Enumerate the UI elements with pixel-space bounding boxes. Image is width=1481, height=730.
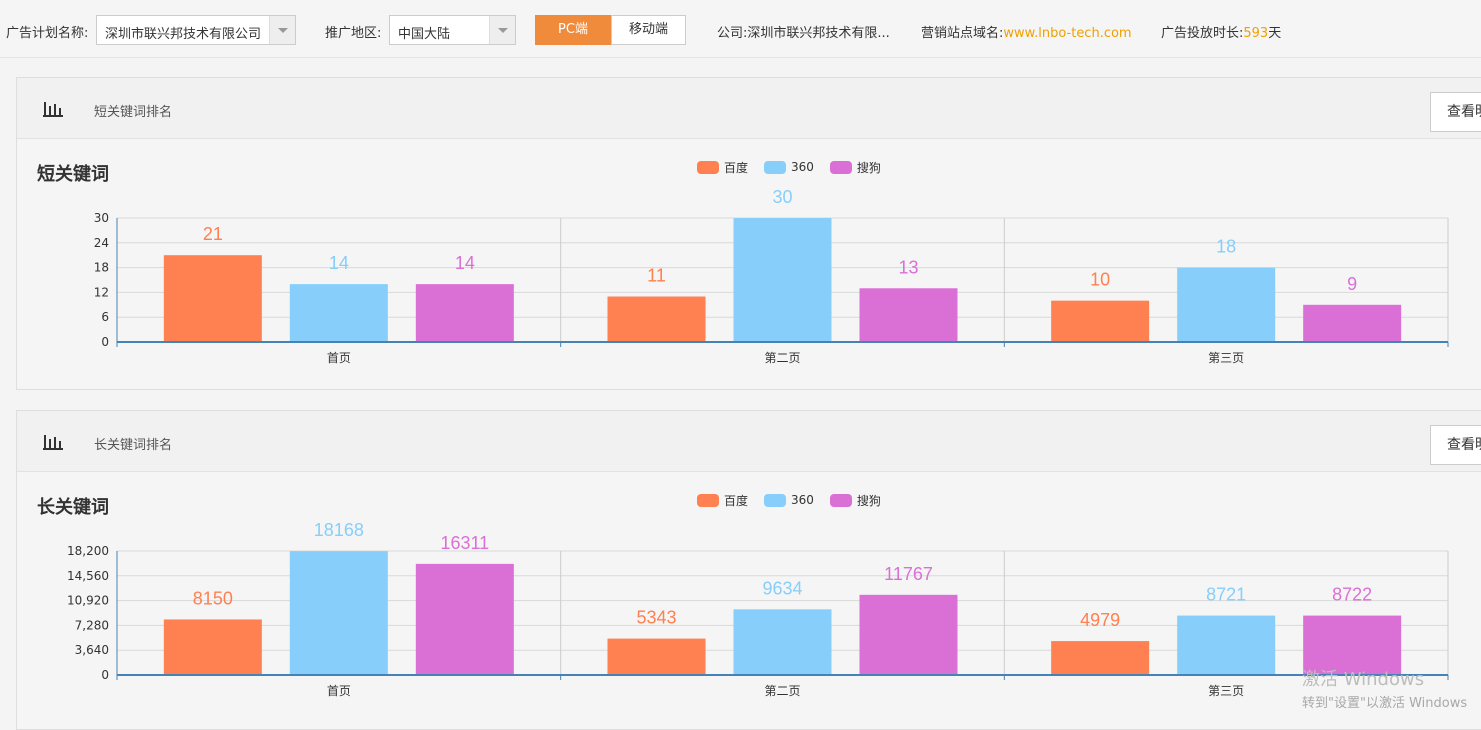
company-label: 公司:	[717, 26, 747, 41]
bar	[416, 284, 514, 342]
x-tick-label: 第三页	[1208, 351, 1244, 365]
data-label: 8722	[1332, 585, 1372, 605]
bar	[290, 551, 388, 675]
duration-value: 593	[1243, 26, 1268, 41]
data-label: 13	[898, 257, 918, 277]
bar	[290, 284, 388, 342]
y-tick-label: 10,920	[67, 594, 109, 608]
data-label: 14	[329, 253, 349, 273]
mobile-tab-button[interactable]: 移动端	[611, 15, 686, 45]
data-label: 21	[203, 224, 223, 244]
domain-link[interactable]: www.lnbo-tech.com	[1003, 26, 1131, 41]
x-tick-label: 第三页	[1208, 684, 1244, 698]
data-label: 18168	[314, 520, 364, 540]
x-tick-label: 首页	[327, 684, 351, 698]
bar	[1177, 616, 1275, 675]
bar	[860, 595, 958, 675]
data-label: 11767	[884, 564, 933, 584]
y-tick-label: 3,640	[75, 643, 109, 657]
region-select[interactable]: 中国大陆	[389, 15, 516, 45]
data-label: 9	[1347, 274, 1357, 294]
y-tick-label: 6	[101, 310, 109, 324]
bar	[164, 619, 262, 675]
data-label: 9634	[762, 578, 802, 598]
bar	[1303, 305, 1401, 342]
bar	[1051, 641, 1149, 675]
y-tick-label: 24	[94, 236, 109, 250]
top-toolbar: 广告计划名称: 深圳市联兴邦技术有限公司 推广地区: 中国大陆 PC端 移动端 …	[0, 0, 1481, 58]
bar	[608, 639, 706, 675]
bar	[164, 255, 262, 342]
y-tick-label: 12	[94, 285, 109, 299]
plan-name-value: 深圳市联兴邦技术有限公司	[105, 23, 261, 42]
domain-info: 营销站点域名:www.lnbo-tech.com	[921, 22, 1132, 41]
bar-chart: 0 6 12 18 24 30 21 14 14 首页 11 30 13 第二页 10 18 9 第三页	[17, 78, 1481, 391]
long-keyword-panel: 长关键词排名 查看明 长关键词 百度 360 搜狗 0 3,640 7,280 10,…	[16, 410, 1481, 730]
windows-activation-watermark: 激活 Windows	[1302, 665, 1424, 691]
y-tick-label: 30	[94, 211, 109, 225]
y-tick-label: 7,280	[75, 618, 109, 632]
data-label: 10	[1090, 270, 1110, 290]
data-label: 4979	[1080, 610, 1120, 630]
pc-tab-button[interactable]: PC端	[535, 15, 611, 45]
bar-chart: 0 3,640 7,280 10,920 14,560 18,200 8150 18168 16…	[17, 411, 1481, 711]
duration-label: 广告投放时长:	[1161, 26, 1243, 41]
bar	[1051, 301, 1149, 342]
chevron-down-icon[interactable]	[489, 16, 515, 44]
windows-activation-hint: 转到"设置"以激活 Windows	[1302, 692, 1467, 711]
company-info: 公司:深圳市联兴邦技术有限...	[717, 22, 890, 41]
data-label: 11	[647, 266, 666, 286]
data-label: 8721	[1206, 585, 1246, 605]
short-keyword-panel: 短关键词排名 查看明 短关键词 百度 360 搜狗 0 6 12 18 24 30 21 14…	[16, 77, 1481, 390]
duration-info: 广告投放时长:593天	[1161, 22, 1281, 41]
bar	[734, 609, 832, 675]
bar	[416, 564, 514, 675]
y-tick-label: 18,200	[67, 544, 109, 558]
data-label: 16311	[440, 533, 489, 553]
company-value: 深圳市联兴邦技术有限...	[747, 26, 889, 41]
x-tick-label: 第二页	[764, 684, 800, 698]
data-label: 18	[1216, 237, 1236, 257]
plan-name-select[interactable]: 深圳市联兴邦技术有限公司	[96, 15, 296, 45]
y-tick-label: 18	[94, 261, 109, 275]
domain-label: 营销站点域名:	[921, 26, 1003, 41]
bar	[860, 288, 958, 342]
data-label: 30	[772, 187, 792, 207]
y-tick-label: 0	[101, 335, 109, 349]
bar	[608, 297, 706, 342]
data-label: 8150	[193, 588, 233, 608]
chevron-down-icon[interactable]	[269, 16, 295, 44]
y-tick-label: 0	[101, 668, 109, 682]
y-tick-label: 14,560	[67, 569, 109, 583]
region-label: 推广地区:	[325, 22, 381, 41]
duration-unit: 天	[1268, 26, 1281, 41]
bar	[734, 218, 832, 342]
plan-name-label: 广告计划名称:	[6, 22, 88, 41]
bar	[1177, 268, 1275, 342]
data-label: 14	[455, 253, 475, 273]
x-tick-label: 第二页	[764, 351, 800, 365]
x-tick-label: 首页	[327, 351, 351, 365]
data-label: 5343	[636, 608, 676, 628]
region-value: 中国大陆	[398, 23, 450, 42]
